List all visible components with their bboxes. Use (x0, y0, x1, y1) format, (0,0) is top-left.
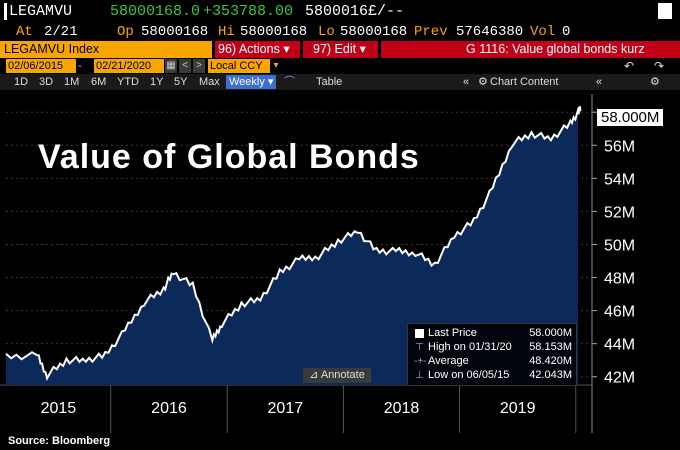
y-tick-label: 50M (604, 237, 635, 254)
chart-legend: Last Price 58.000M ⊤ High on 01/31/20 58… (407, 323, 577, 386)
range-1y[interactable]: 1Y (150, 76, 164, 88)
legend-value: 58.000M (529, 327, 572, 339)
high-marker-icon: ⊤ (415, 342, 424, 353)
table-button[interactable]: Table (316, 76, 343, 88)
divider (378, 41, 381, 58)
x-axis: 2015 2016 2017 2018 2019 (41, 385, 577, 433)
at-value: 2/21 (44, 24, 78, 40)
low-label: Lo (318, 24, 335, 40)
date-range-row: 02/06/2015 - 02/21/2020 ▦ < > Local CCY … (0, 58, 680, 74)
change-value: +353788.00 (203, 3, 294, 20)
last-price-tag: 58.000M (597, 109, 664, 126)
legend-label: Low on 06/05/15 (428, 369, 510, 381)
redo-icon[interactable]: ↷ (654, 59, 665, 73)
average-marker-icon: -+- (414, 356, 427, 367)
gear-icon[interactable]: ⚙ (478, 76, 488, 88)
price-area (6, 106, 581, 385)
range-6m[interactable]: 6M (91, 76, 107, 88)
range-nav: 1D 3D 1M 6M YTD 1Y 5Y Max Weekly ▾ ⌒ Tab… (0, 74, 680, 90)
divider (300, 41, 303, 58)
legend-value: 58.153M (529, 341, 572, 353)
y-tick-label: 42M (604, 370, 635, 387)
x-tick-label: 2015 (41, 400, 77, 417)
legend-label: High on 01/31/20 (428, 341, 512, 353)
collapse-left-icon[interactable]: « (463, 76, 470, 88)
collapse-right-icon[interactable]: « (596, 76, 603, 88)
prev-label: Prev (414, 24, 448, 40)
x-tick-label: 2017 (268, 400, 304, 417)
document-icon[interactable] (658, 3, 672, 19)
legend-value: 42.043M (529, 369, 572, 381)
frequency-select[interactable]: Weekly ▾ (226, 75, 277, 89)
security-field[interactable]: LEGAMVU Index (0, 41, 212, 58)
range-5y[interactable]: 5Y (174, 76, 188, 88)
price-line (5, 106, 582, 381)
high-label: Hi (218, 24, 235, 40)
quote-bar: LEGAMVU 58000168.0 +353788.00 5800016£/-… (0, 0, 680, 22)
legend-row: ⊤ High on 01/31/20 58.153M (412, 341, 574, 354)
range-1m[interactable]: 1M (64, 76, 80, 88)
range-ytd[interactable]: YTD (117, 76, 139, 88)
calendar-icon[interactable]: ▦ (165, 59, 177, 73)
y-tick-label: 54M (604, 171, 635, 188)
undo-icon[interactable]: ↶ (624, 59, 635, 73)
legend-label: Average (428, 355, 469, 367)
settings-gear-icon[interactable]: ⚙ (650, 76, 660, 88)
start-date-input[interactable]: 02/06/2015 (6, 59, 76, 73)
y-tick-label: 46M (604, 304, 635, 321)
legend-row: Last Price 58.000M (412, 327, 574, 340)
y-tick-label: 48M (604, 271, 635, 288)
ticker-symbol[interactable]: LEGAMVU (4, 3, 72, 20)
step-back-icon[interactable]: < (179, 59, 191, 73)
chart-title: Value of Global Bonds (38, 138, 420, 176)
divider (212, 41, 215, 58)
line-chart-icon[interactable]: ⌒ (284, 76, 295, 88)
range-max[interactable]: Max (199, 76, 220, 88)
low-marker-icon: ⊥ (415, 370, 424, 381)
annotate-label: Annotate (320, 369, 365, 381)
actions-menu[interactable]: 96) Actions ▾ (218, 42, 290, 56)
y-tick-label: 44M (604, 337, 635, 354)
legend-row: -+- Average 48.420M (412, 355, 574, 368)
high-value: 58000168 (240, 24, 308, 40)
at-label: At (16, 24, 33, 40)
range-3d[interactable]: 3D (39, 76, 54, 88)
step-forward-icon[interactable]: > (193, 59, 205, 73)
last-price-value: 58000168.0 (110, 3, 201, 20)
chevron-down-icon[interactable]: ▾ (270, 59, 282, 73)
legend-value: 48.420M (529, 355, 572, 367)
x-tick-label: 2016 (151, 400, 187, 417)
legend-label: Last Price (428, 327, 477, 339)
bid-ask-value: 5800016£/-- (305, 3, 405, 20)
range-1d[interactable]: 1D (14, 76, 29, 88)
page-title: G 1116: Value global bonds kurz (466, 42, 645, 56)
annotate-button[interactable]: ⊿ Annotate (303, 368, 371, 383)
source-note: Source: Bloomberg (8, 435, 111, 447)
end-date-input[interactable]: 02/21/2020 (94, 59, 164, 73)
date-separator: - (78, 60, 82, 72)
y-axis: 42M 44M 46M 48M 50M 52M 54M 56M (591, 94, 635, 433)
legend-row: ⊥ Low on 06/05/15 42.043M (412, 369, 574, 382)
x-tick-label: 2018 (384, 400, 420, 417)
last-price-swatch-icon (415, 329, 424, 338)
volume-value: 0 (562, 24, 571, 40)
command-bar: LEGAMVU Index 96) Actions ▾ 97) Edit ▾ G… (0, 41, 680, 58)
open-label: Op (117, 24, 134, 40)
y-tick-label: 56M (604, 138, 635, 155)
volume-label: Vol (530, 24, 556, 40)
prev-value: 57646380 (456, 24, 524, 40)
y-tick-label: 52M (604, 204, 635, 221)
annotate-icon: ⊿ (309, 369, 321, 381)
low-value: 58000168 (340, 24, 408, 40)
currency-select[interactable]: Local CCY (208, 59, 270, 73)
chart-content-button[interactable]: Chart Content (490, 76, 559, 88)
edit-menu[interactable]: 97) Edit ▾ (313, 42, 366, 56)
quote-details: At 2/21 Op 58000168 Hi 58000168 Lo 58000… (0, 22, 680, 41)
x-tick-label: 2019 (500, 400, 536, 417)
open-value: 58000168 (141, 24, 209, 40)
